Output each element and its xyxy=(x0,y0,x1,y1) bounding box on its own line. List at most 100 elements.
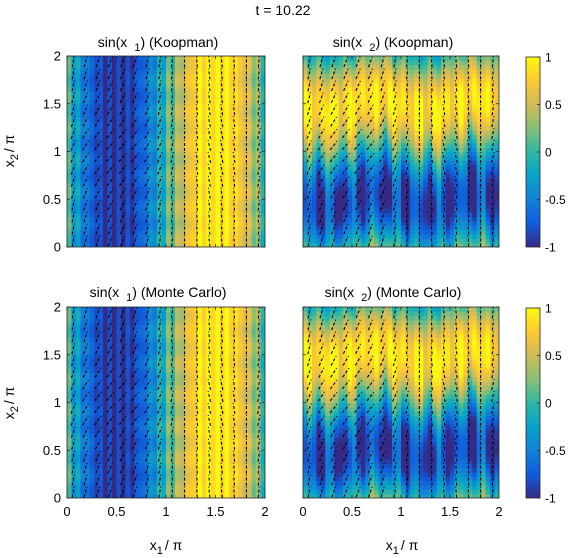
heatmap-cell xyxy=(179,173,185,179)
heatmap-cell xyxy=(343,108,349,114)
heatmap-cell xyxy=(450,168,456,174)
heatmap-cell xyxy=(121,125,127,131)
quiver-arrow xyxy=(319,56,324,68)
heatmap-cell xyxy=(374,95,380,101)
heatmap-cell xyxy=(103,207,109,213)
heatmap-cell xyxy=(338,95,344,101)
heatmap-cell xyxy=(224,199,230,205)
heatmap-cell xyxy=(229,129,235,135)
heatmap-cell xyxy=(103,467,109,473)
heatmap-cell xyxy=(179,56,185,61)
heatmap-cell xyxy=(476,164,482,170)
heatmap-cell xyxy=(116,480,122,486)
heatmap-cell xyxy=(414,138,420,144)
heatmap-cell xyxy=(148,125,154,131)
heatmap-cell xyxy=(458,203,464,209)
heatmap-cell xyxy=(360,186,366,192)
heatmap-cell xyxy=(360,142,366,148)
heatmap-cell xyxy=(202,147,208,153)
quiver-arrow xyxy=(170,199,174,211)
heatmap-cell xyxy=(396,116,402,122)
heatmap-cell xyxy=(71,454,77,460)
heatmap-cell xyxy=(378,203,384,209)
heatmap-cell xyxy=(374,216,380,222)
heatmap-cell xyxy=(242,225,248,231)
heatmap-cell xyxy=(338,229,344,235)
quiver-arrow xyxy=(132,92,138,104)
heatmap-cell xyxy=(233,229,239,235)
heatmap-cell xyxy=(387,82,393,87)
heatmap-cell xyxy=(463,147,469,153)
heatmap-cell xyxy=(490,203,496,209)
heatmap-cell xyxy=(369,125,375,131)
heatmap-cell xyxy=(329,60,335,66)
heatmap-cell xyxy=(414,242,420,247)
heatmap-cell xyxy=(103,367,109,373)
heatmap-cell xyxy=(112,307,118,312)
heatmap-cell xyxy=(157,60,163,66)
heatmap-cell xyxy=(450,233,456,239)
heatmap-cell xyxy=(193,190,199,196)
heatmap-cell xyxy=(206,229,212,235)
heatmap-cell xyxy=(325,142,331,148)
heatmap-cell xyxy=(71,229,77,235)
heatmap-cell xyxy=(103,341,109,347)
heatmap-cell xyxy=(374,186,380,192)
heatmap-cell xyxy=(360,212,366,218)
heatmap-cell xyxy=(256,108,262,114)
heatmap-cell xyxy=(352,142,358,148)
quiver-arrow xyxy=(106,116,114,127)
heatmap-cell xyxy=(347,82,353,87)
heatmap-cell xyxy=(467,69,473,74)
heatmap-cell xyxy=(365,69,371,74)
heatmap-cell xyxy=(125,86,131,92)
heatmap-cell xyxy=(387,142,393,148)
heatmap-cell xyxy=(98,411,104,417)
heatmap-cell xyxy=(458,212,464,218)
heatmap-cell xyxy=(405,216,411,222)
heatmap-cell xyxy=(170,177,176,183)
heatmap-cell xyxy=(347,147,353,153)
heatmap-cell xyxy=(432,73,438,79)
heatmap-cell xyxy=(89,484,95,490)
heatmap-cell xyxy=(166,168,172,174)
heatmap-cell xyxy=(409,164,415,170)
heatmap-cell xyxy=(76,307,82,312)
heatmap-cell xyxy=(463,225,469,231)
quiver-arrow xyxy=(195,128,199,140)
heatmap-cell xyxy=(476,138,482,144)
heatmap-cell xyxy=(76,181,82,187)
quiver-arrow xyxy=(392,164,398,175)
heatmap-cell xyxy=(320,242,326,247)
heatmap-cell xyxy=(481,56,487,61)
heatmap-cell xyxy=(80,320,86,325)
heatmap-cell xyxy=(378,95,384,101)
panel-sin-x1-koopman: 00.511.52 sin(x 1) (Koopman) x2/ π xyxy=(1,34,266,255)
heatmap-cell xyxy=(188,64,194,70)
heatmap-cell xyxy=(365,112,371,118)
heatmap-cell xyxy=(89,151,95,157)
heatmap-cell xyxy=(220,116,226,122)
heatmap-cell xyxy=(175,142,181,148)
quiver-arrow xyxy=(430,116,433,128)
heatmap-cell xyxy=(197,73,203,79)
quiver-arrow xyxy=(467,56,470,68)
heatmap-cell xyxy=(143,216,149,222)
heatmap-cell xyxy=(184,69,190,74)
heatmap-cell xyxy=(107,90,113,96)
heatmap-cell xyxy=(116,142,122,148)
heatmap-cell xyxy=(130,121,136,127)
heatmap-cell xyxy=(432,77,438,83)
heatmap-cell xyxy=(67,242,73,247)
heatmap-cell xyxy=(175,125,181,131)
heatmap-cell xyxy=(378,125,384,131)
quiver-arrow xyxy=(106,153,115,162)
heatmap-cell xyxy=(481,199,487,205)
heatmap-cell xyxy=(139,129,145,135)
panel-title-rest: ) (Koopman) xyxy=(375,34,453,50)
heatmap-cell xyxy=(458,155,464,161)
heatmap-cell xyxy=(303,190,309,196)
heatmap-cell xyxy=(125,186,131,192)
heatmap-cell xyxy=(409,242,415,247)
heatmap-cell xyxy=(238,168,244,174)
